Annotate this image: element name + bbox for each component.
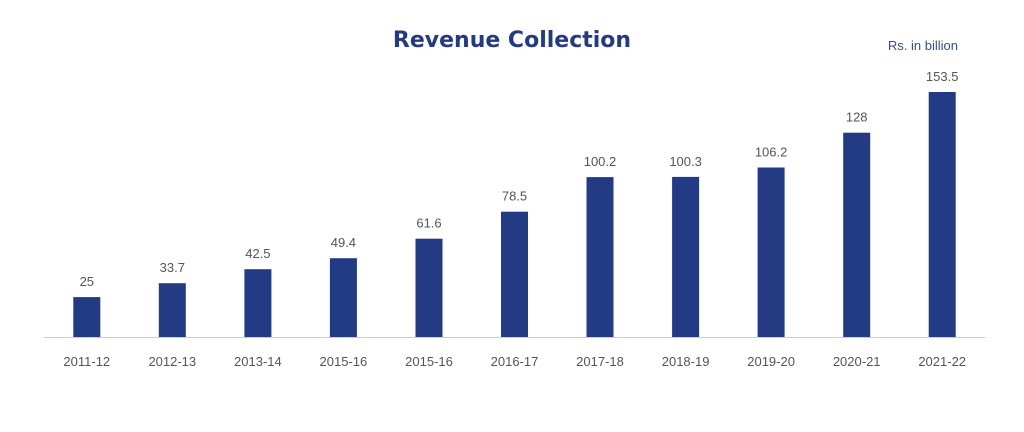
bar — [586, 177, 614, 337]
unit-label: Rs. in billion — [887, 38, 958, 53]
data-label: 61.6 — [416, 216, 441, 231]
bar — [757, 167, 785, 337]
chart-title: Revenue Collection — [392, 28, 632, 53]
data-label: 33.7 — [160, 260, 185, 275]
bar — [73, 297, 101, 337]
data-label: 42.5 — [245, 246, 270, 261]
bar — [158, 283, 186, 337]
x-tick-label: 2015-16 — [405, 354, 453, 369]
bar — [672, 176, 700, 337]
bar — [415, 238, 443, 337]
data-label: 153.5 — [926, 69, 959, 84]
data-label: 49.4 — [331, 235, 356, 250]
data-label: 100.2 — [584, 154, 617, 169]
x-tick-label: 2015-16 — [320, 354, 368, 369]
bar — [501, 211, 528, 337]
bar — [329, 258, 357, 337]
data-label: 128 — [846, 110, 868, 125]
data-label: 25 — [80, 274, 94, 289]
x-tick-label: 2021-22 — [918, 354, 966, 369]
x-tick-label: 2012-13 — [148, 354, 196, 369]
bar — [928, 92, 956, 337]
x-tick-label: 2013-14 — [234, 354, 282, 369]
x-tick-label: 2017-18 — [576, 354, 624, 369]
x-tick-label: 2016-17 — [491, 354, 539, 369]
x-tick-label: 2019-20 — [747, 354, 795, 369]
data-label: 78.5 — [502, 189, 527, 204]
x-tick-label: 2020-21 — [833, 354, 881, 369]
data-label: 100.3 — [669, 154, 702, 169]
bar — [244, 269, 272, 337]
data-label: 106.2 — [755, 145, 788, 160]
x-tick-label: 2018-19 — [662, 354, 710, 369]
x-tick-label: 2011-12 — [63, 354, 110, 369]
bar — [843, 132, 871, 337]
